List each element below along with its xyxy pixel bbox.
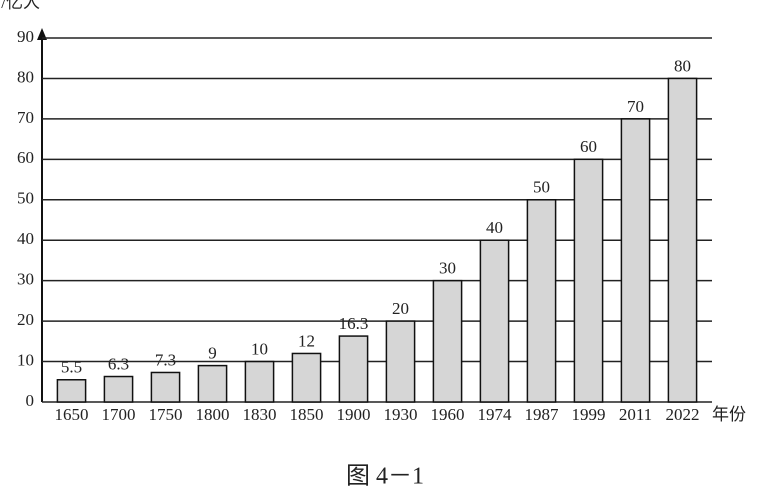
bar [385, 320, 416, 403]
data-label: 80 [674, 56, 691, 75]
bar [620, 118, 651, 403]
y-axis-arrow [37, 28, 47, 40]
x-tick-label: 1700 [102, 405, 136, 424]
x-tick-label: 2022 [666, 405, 700, 424]
data-label: 30 [439, 259, 456, 278]
bar [432, 279, 463, 403]
x-tick-label: 1960 [431, 405, 465, 424]
y-axis-label: 人口/亿人 [0, 0, 40, 12]
bar [479, 239, 510, 403]
bar [667, 77, 698, 403]
data-label: 20 [392, 299, 409, 318]
bar [150, 371, 181, 403]
data-label: 60 [580, 137, 597, 156]
x-tick-label: 1900 [337, 405, 371, 424]
bar [56, 379, 87, 403]
y-tick-label: 20 [17, 310, 34, 329]
bar [573, 158, 604, 403]
x-tick-label: 1974 [478, 405, 513, 424]
data-label: 50 [533, 178, 550, 197]
y-tick-label: 10 [17, 350, 34, 369]
x-tick-label: 1650 [55, 405, 89, 424]
x-tick-label: 1830 [243, 405, 277, 424]
bar [526, 199, 557, 403]
caption: 图 4－1 [346, 464, 424, 490]
y-tick-label: 90 [17, 27, 34, 46]
bar [197, 364, 228, 403]
x-tick-label: 1987 [525, 405, 560, 424]
bar [103, 375, 134, 403]
data-label: 6.3 [108, 354, 129, 373]
x-tick-label: 1750 [149, 405, 183, 424]
data-label: 9 [208, 344, 217, 363]
data-label: 10 [251, 339, 268, 358]
y-tick-label: 0 [26, 391, 35, 410]
y-tick-label: 40 [17, 229, 34, 248]
bar [291, 352, 322, 403]
x-tick-label: 1999 [572, 405, 606, 424]
data-label: 16.3 [339, 314, 369, 333]
y-tick-label: 70 [17, 108, 34, 127]
x-tick-label: 2011 [619, 405, 652, 424]
bar [244, 360, 275, 403]
data-label: 5.5 [61, 358, 82, 377]
x-axis-label: 年份 [712, 405, 746, 424]
x-tick-label: 1930 [384, 405, 418, 424]
x-tick-label: 1800 [196, 405, 230, 424]
data-label: 7.3 [155, 350, 176, 369]
data-label: 12 [298, 331, 315, 350]
bar [338, 335, 369, 403]
y-tick-label: 50 [17, 189, 34, 208]
data-label: 70 [627, 97, 644, 116]
y-tick-label: 80 [17, 67, 34, 86]
y-tick-label: 60 [17, 148, 34, 167]
x-tick-label: 1850 [290, 405, 324, 424]
y-tick-label: 30 [17, 270, 34, 289]
data-label: 40 [486, 218, 503, 237]
